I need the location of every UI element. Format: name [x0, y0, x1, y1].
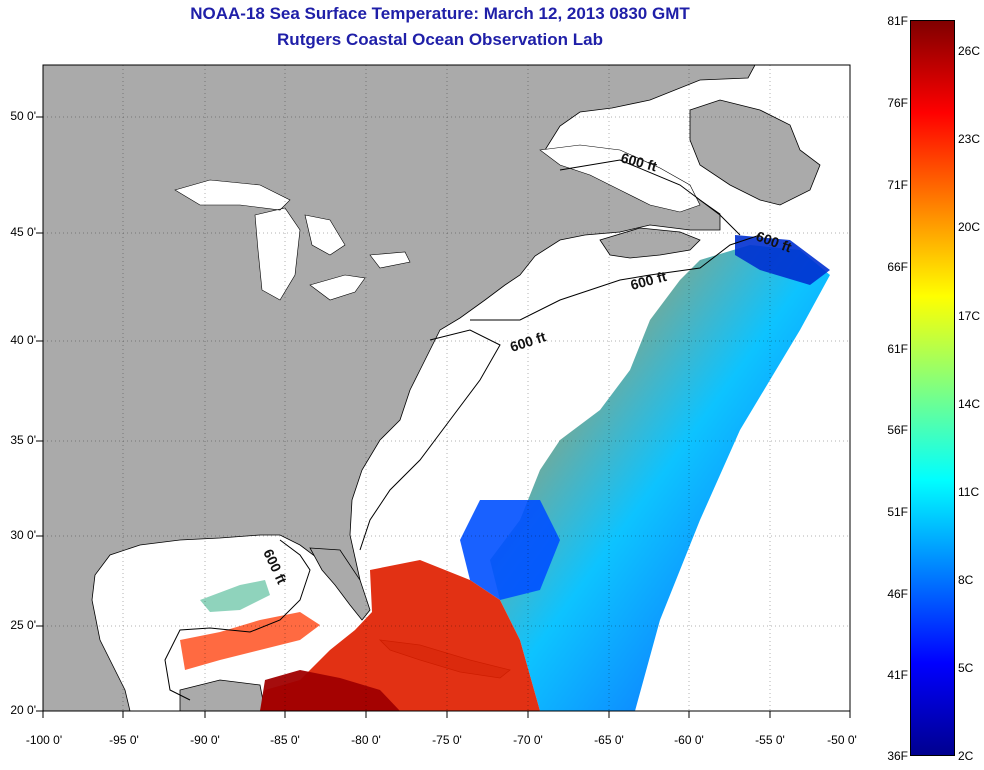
lon-label-80: -80 0' [351, 733, 381, 747]
colorbar-c-label: 17C [958, 309, 981, 323]
lat-label-20: 20 0' [10, 703, 36, 717]
colorbar-c-label: 20C [958, 220, 981, 234]
lon-label-95: -95 0' [109, 733, 139, 747]
sst-deep-warm [260, 670, 400, 711]
lon-label-70: -70 0' [513, 733, 543, 747]
colorbar-f-label: 56F [887, 423, 908, 437]
lat-label-35: 35 0' [10, 433, 36, 447]
colorbar-c-label: 11C [958, 485, 980, 499]
lon-label-100: -100 0' [25, 733, 63, 747]
colorbar-c-label: 5C [958, 661, 974, 675]
colorbar-f-label: 71F [887, 178, 908, 192]
sst-swath-northeast [735, 235, 830, 285]
sst-map: 600 ft 600 ft 600 ft 600 ft 600 ft [36, 64, 851, 718]
colorbar-c-label: 2C [958, 749, 974, 763]
colorbar-c-label: 26C [958, 44, 981, 58]
sst-blue-patch [460, 500, 560, 600]
colorbar-f-label: 51F [887, 505, 908, 519]
sst-gulf-patch [200, 580, 270, 612]
land-newfoundland [689, 99, 821, 206]
lat-label-30: 30 0' [10, 528, 36, 542]
map-title: NOAA-18 Sea Surface Temperature: March 1… [190, 4, 690, 23]
lat-label-40: 40 0' [10, 333, 36, 347]
colorbar-f-label: 36F [887, 749, 908, 763]
axis-ticks [36, 116, 851, 718]
grid-lines [43, 65, 850, 711]
lon-label-55: -55 0' [755, 733, 785, 747]
colorbar-c-label: 14C [958, 397, 981, 411]
lat-label-25: 25 0' [10, 618, 36, 632]
colorbar-f-label: 81F [887, 14, 908, 28]
colorbar-f-label: 66F [887, 260, 908, 274]
colorbar-f-label: 76F [887, 96, 908, 110]
colorbar-c-label: 8C [958, 573, 974, 587]
lon-label-90: -90 0' [190, 733, 220, 747]
lat-label-50: 50 0' [10, 109, 36, 123]
depth-contour-600ft [164, 159, 761, 701]
map-subtitle: Rutgers Coastal Ocean Observation Lab [277, 30, 603, 49]
lon-label-60: -60 0' [674, 733, 704, 747]
lon-label-85: -85 0' [270, 733, 300, 747]
colorbar-f-label: 41F [887, 668, 908, 682]
sst-swath-north [490, 245, 830, 711]
temperature-colorbar [910, 20, 955, 756]
lon-label-75: -75 0' [432, 733, 462, 747]
land-nova-scotia [599, 227, 701, 259]
land-florida [309, 547, 371, 621]
gulf-st-lawrence [539, 144, 701, 213]
sst-gulf-west [180, 612, 320, 670]
sst-warm-south [260, 560, 540, 711]
lon-label-50: -50 0' [827, 733, 857, 747]
lon-label-65: -65 0' [594, 733, 624, 747]
colorbar-f-label: 61F [887, 342, 908, 356]
lat-label-45: 45 0' [10, 225, 36, 239]
colorbar-f-label: 46F [887, 587, 908, 601]
colorbar-c-label: 23C [958, 132, 981, 146]
